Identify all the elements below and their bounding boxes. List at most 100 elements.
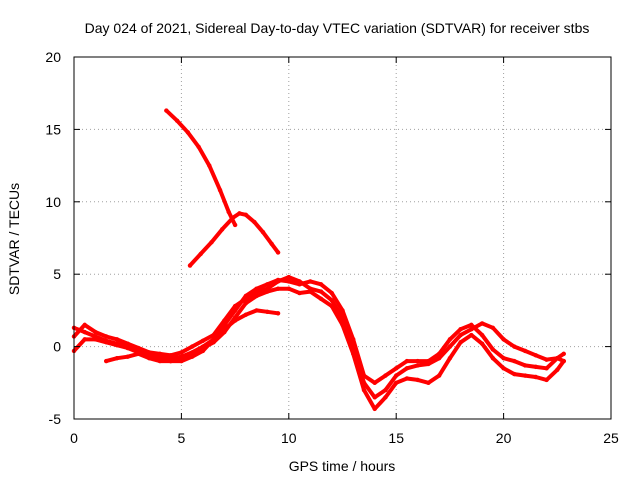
- data-point: [447, 344, 453, 349]
- y-tick-label: 0: [53, 339, 61, 355]
- data-point: [187, 263, 193, 268]
- data-point: [479, 332, 485, 338]
- data-point: [544, 377, 549, 383]
- data-point: [209, 240, 214, 245]
- data-point: [189, 344, 195, 349]
- data-point: [404, 376, 410, 381]
- data-point: [82, 337, 87, 342]
- series-segment-f: [187, 211, 281, 268]
- data-point: [174, 118, 180, 123]
- data-point: [237, 211, 242, 216]
- data-point: [146, 350, 152, 355]
- ticks: [73, 56, 612, 420]
- x-tick-labels: 0 5 10 15 20 25: [70, 430, 619, 446]
- data-point: [490, 347, 496, 352]
- data-point: [372, 380, 377, 385]
- data-point: [329, 290, 334, 296]
- data-point: [125, 354, 130, 359]
- data-point: [318, 282, 324, 287]
- data-point: [222, 327, 227, 332]
- data-point: [318, 296, 324, 302]
- data-point: [114, 355, 120, 361]
- data-point: [146, 355, 152, 361]
- data-point: [226, 209, 231, 215]
- data-point: [243, 296, 249, 302]
- data-point: [522, 363, 528, 368]
- data-point: [104, 334, 109, 339]
- data-point: [501, 337, 506, 342]
- data-point: [198, 251, 203, 257]
- y-tick-label: 5: [53, 266, 61, 282]
- data-point: [125, 341, 130, 346]
- chart-title: Day 024 of 2021, Sidereal Day-to-day VTE…: [85, 20, 590, 36]
- data-point: [361, 380, 367, 385]
- data-point: [82, 329, 87, 335]
- series-line: [164, 108, 238, 227]
- data-point: [469, 332, 474, 338]
- data-point: [265, 309, 270, 315]
- data-point: [490, 355, 496, 361]
- data-point: [265, 282, 270, 287]
- data-point: [275, 250, 281, 255]
- data-point: [351, 344, 356, 349]
- data-point: [426, 361, 431, 367]
- data-point: [383, 373, 388, 378]
- y-tick-labels: -5 0 5 10 15 20: [45, 49, 61, 427]
- data-point: [252, 219, 257, 225]
- data-point: [211, 337, 216, 342]
- y-axis-label: SDTVAR / TECUs: [6, 183, 22, 295]
- data-point: [436, 355, 442, 361]
- data-point: [179, 358, 184, 364]
- data-point: [254, 308, 259, 313]
- data-point: [394, 373, 399, 378]
- data-point: [297, 279, 302, 284]
- data-point: [168, 358, 173, 364]
- y-tick-label: 10: [45, 194, 61, 210]
- data-point: [458, 327, 463, 332]
- plot-frame: [73, 56, 612, 420]
- data-point: [544, 357, 549, 362]
- data-point: [157, 358, 163, 364]
- data-point: [340, 315, 345, 320]
- data-point: [189, 354, 195, 359]
- data-point: [436, 373, 442, 378]
- data-point: [512, 371, 517, 377]
- data-point: [394, 380, 399, 385]
- data-point: [544, 366, 549, 371]
- grid: [74, 57, 611, 419]
- data-point: [447, 337, 453, 342]
- data-point: [207, 163, 212, 168]
- data-point: [426, 380, 431, 385]
- data-point: [164, 108, 169, 113]
- data-point: [275, 286, 281, 291]
- data-point: [512, 344, 517, 349]
- data-point: [93, 337, 98, 342]
- data-point: [136, 345, 141, 351]
- data-point: [275, 311, 281, 316]
- data-point: [243, 212, 249, 218]
- data-point: [230, 215, 236, 220]
- data-point: [404, 366, 410, 371]
- data-point: [394, 366, 399, 371]
- data-point: [217, 188, 223, 193]
- data-point: [469, 327, 474, 332]
- data-point: [243, 300, 249, 306]
- data-point: [254, 289, 259, 294]
- data-point: [522, 348, 528, 354]
- data-point: [275, 279, 281, 284]
- data-point: [157, 351, 163, 357]
- data-point: [93, 329, 98, 335]
- data-point: [168, 353, 173, 358]
- data-point: [479, 341, 485, 346]
- data-point: [297, 290, 302, 296]
- data-point: [533, 353, 539, 358]
- data-point: [447, 355, 453, 361]
- y-tick-label: 15: [45, 121, 61, 137]
- data-point: [318, 289, 324, 294]
- data-point: [404, 358, 410, 364]
- data-point: [415, 358, 420, 364]
- data-point: [490, 325, 496, 330]
- data-point: [243, 312, 249, 317]
- data-point: [104, 340, 109, 345]
